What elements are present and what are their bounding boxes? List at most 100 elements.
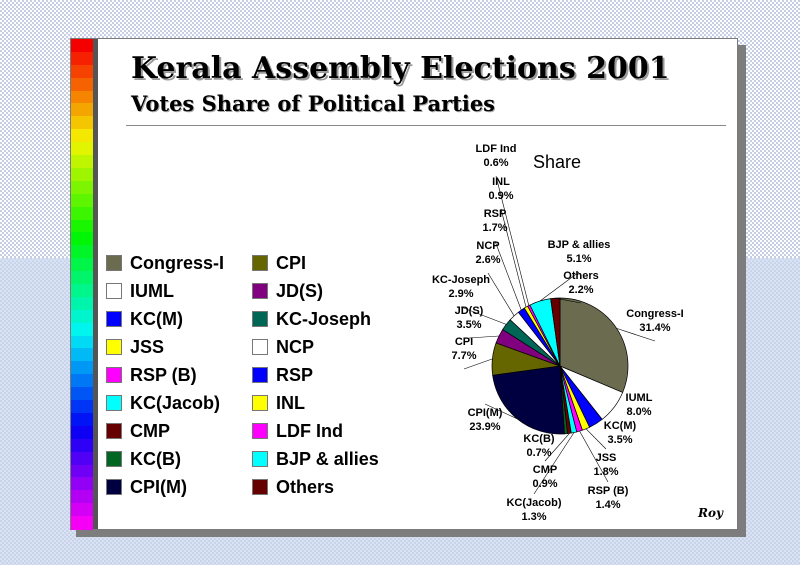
slice-label-kc-joseph: KC-Joseph	[432, 274, 490, 286]
slice-value-kc-joseph: 2.9%	[448, 288, 473, 300]
leader-line-ldf-ind	[495, 175, 530, 306]
leader-line-cmp	[544, 433, 570, 462]
slice-value-rsp-b: 1.4%	[595, 499, 620, 511]
slice-label-iuml: IUML	[626, 392, 653, 404]
legend-swatch	[106, 395, 122, 411]
legend-label: KC-Joseph	[276, 308, 372, 329]
pie-chart-title: Share	[533, 152, 581, 172]
legend-item-others: Others	[252, 477, 334, 497]
legend-label: CMP	[130, 420, 170, 441]
slice-label-kc-jacob: KC(Jacob)	[506, 497, 561, 509]
legend-label: INL	[276, 392, 305, 413]
legend-swatch	[252, 339, 268, 355]
legend-label: JSS	[130, 336, 165, 357]
legend-swatch	[106, 423, 122, 439]
slice-label-jd-s: JD(S)	[455, 305, 484, 317]
legend-label: Others	[276, 476, 335, 497]
slice-value-cpi-m: 23.9%	[469, 421, 500, 433]
slice-value-kc-jacob: 1.3%	[521, 511, 546, 523]
legend-label: NCP	[276, 336, 315, 357]
slice-label-others: Others	[563, 270, 598, 282]
legend-label: KC(B)	[130, 448, 181, 469]
legend-item-kc-m: KC(M)	[106, 309, 183, 329]
slice-value-cmp: 0.9%	[532, 478, 557, 490]
slice-label-congress-i: Congress-I	[626, 308, 683, 320]
legend-item-kc-jacob: KC(Jacob)	[106, 393, 220, 413]
slice-label-inl: INL	[492, 176, 510, 188]
leader-line-rsp-b	[579, 430, 609, 483]
slide: Kerala Assembly Elections 2001 Votes Sha…	[70, 38, 738, 530]
leader-line-ncp	[487, 272, 515, 316]
legend-swatch	[252, 255, 268, 271]
legend-label: KC(M)	[130, 308, 183, 329]
legend-item-bjp-allies: BJP & allies	[252, 449, 379, 469]
rainbow-strip	[71, 39, 93, 530]
legend-swatch	[106, 255, 122, 271]
slice-label-cpi: CPI	[455, 336, 473, 348]
slice-label-cmp: CMP	[533, 464, 557, 476]
legend-label: RSP (B)	[130, 364, 197, 385]
leader-line-cpi	[463, 358, 493, 370]
legend-item-rsp-b: RSP (B)	[106, 365, 197, 385]
legend-item-iuml: IUML	[106, 281, 174, 301]
page-title: Kerala Assembly Elections 2001	[131, 51, 670, 86]
legend-swatch	[106, 339, 122, 355]
slice-value-others: 2.2%	[568, 284, 593, 296]
legend-swatch	[106, 311, 122, 327]
slice-value-ldf-ind: 0.6%	[483, 157, 508, 169]
slice-value-bjp-allies: 5.1%	[566, 253, 591, 265]
slice-label-kc-m: KC(M)	[604, 420, 637, 432]
legend-label: CPI	[276, 252, 307, 273]
page-subtitle: Votes Share of Political Parties	[131, 91, 496, 116]
legend-swatch	[252, 367, 268, 383]
slice-value-jss: 1.8%	[593, 466, 618, 478]
slice-value-iuml: 8.0%	[626, 406, 651, 418]
legend-label: LDF Ind	[276, 420, 343, 441]
slice-label-jss: JSS	[596, 452, 617, 464]
leader-line-kc-joseph	[460, 306, 507, 325]
legend-item-rsp: RSP	[252, 365, 313, 385]
leader-line-jd-s	[468, 335, 500, 339]
leader-line-rsp	[494, 240, 522, 311]
slice-value-jd-s: 3.5%	[456, 319, 481, 331]
leader-line-congress-i	[616, 328, 656, 342]
legend-swatch	[252, 423, 268, 439]
leader-line-cpi-m	[484, 403, 518, 419]
legend-swatch	[252, 479, 268, 495]
legend-swatch	[106, 367, 122, 383]
slice-label-ldf-ind: LDF Ind	[476, 143, 517, 155]
leader-line-kc-jacob	[533, 432, 575, 495]
title-divider	[126, 125, 726, 126]
slice-label-ncp: NCP	[476, 240, 499, 252]
slice-label-bjp-allies: BJP & allies	[548, 239, 611, 251]
legend-item-cpi-m: CPI(M)	[106, 477, 187, 497]
slice-value-rsp: 1.7%	[482, 222, 507, 234]
legend-swatch	[252, 451, 268, 467]
legend-swatch	[252, 311, 268, 327]
slice-label-rsp-b: RSP (B)	[588, 485, 629, 497]
slice-value-ncp: 2.6%	[475, 254, 500, 266]
leader-line-bjp-allies	[539, 271, 580, 302]
legend-item-inl: INL	[252, 393, 305, 413]
legend-item-congress-i: Congress-I	[106, 253, 224, 273]
legend-swatch	[252, 395, 268, 411]
author-signature: Roy	[698, 506, 723, 520]
slice-value-kc-m: 3.5%	[607, 434, 632, 446]
slice-label-kc-b: KC(B)	[523, 433, 554, 445]
legend-label: Congress-I	[130, 252, 225, 273]
legend-swatch	[106, 479, 122, 495]
pie-slice-cpi-m	[492, 365, 565, 435]
slice-label-cpi-m: CPI(M)	[468, 407, 503, 419]
leader-line-inl	[500, 208, 527, 308]
legend-item-jd-s: JD(S)	[252, 281, 323, 301]
pie-slice-congress-i	[559, 297, 629, 393]
legend-item-cpi: CPI	[252, 253, 306, 273]
legend-item-jss: JSS	[106, 337, 164, 357]
legend-item-kc-joseph: KC-Joseph	[252, 309, 371, 329]
legend-label: JD(S)	[276, 280, 324, 301]
legend-label: RSP	[276, 364, 314, 385]
slice-label-rsp: RSP	[484, 208, 507, 220]
legend-item-kc-b: KC(B)	[106, 449, 181, 469]
slice-value-kc-b: 0.7%	[526, 447, 551, 459]
legend-label: CPI(M)	[130, 476, 187, 497]
